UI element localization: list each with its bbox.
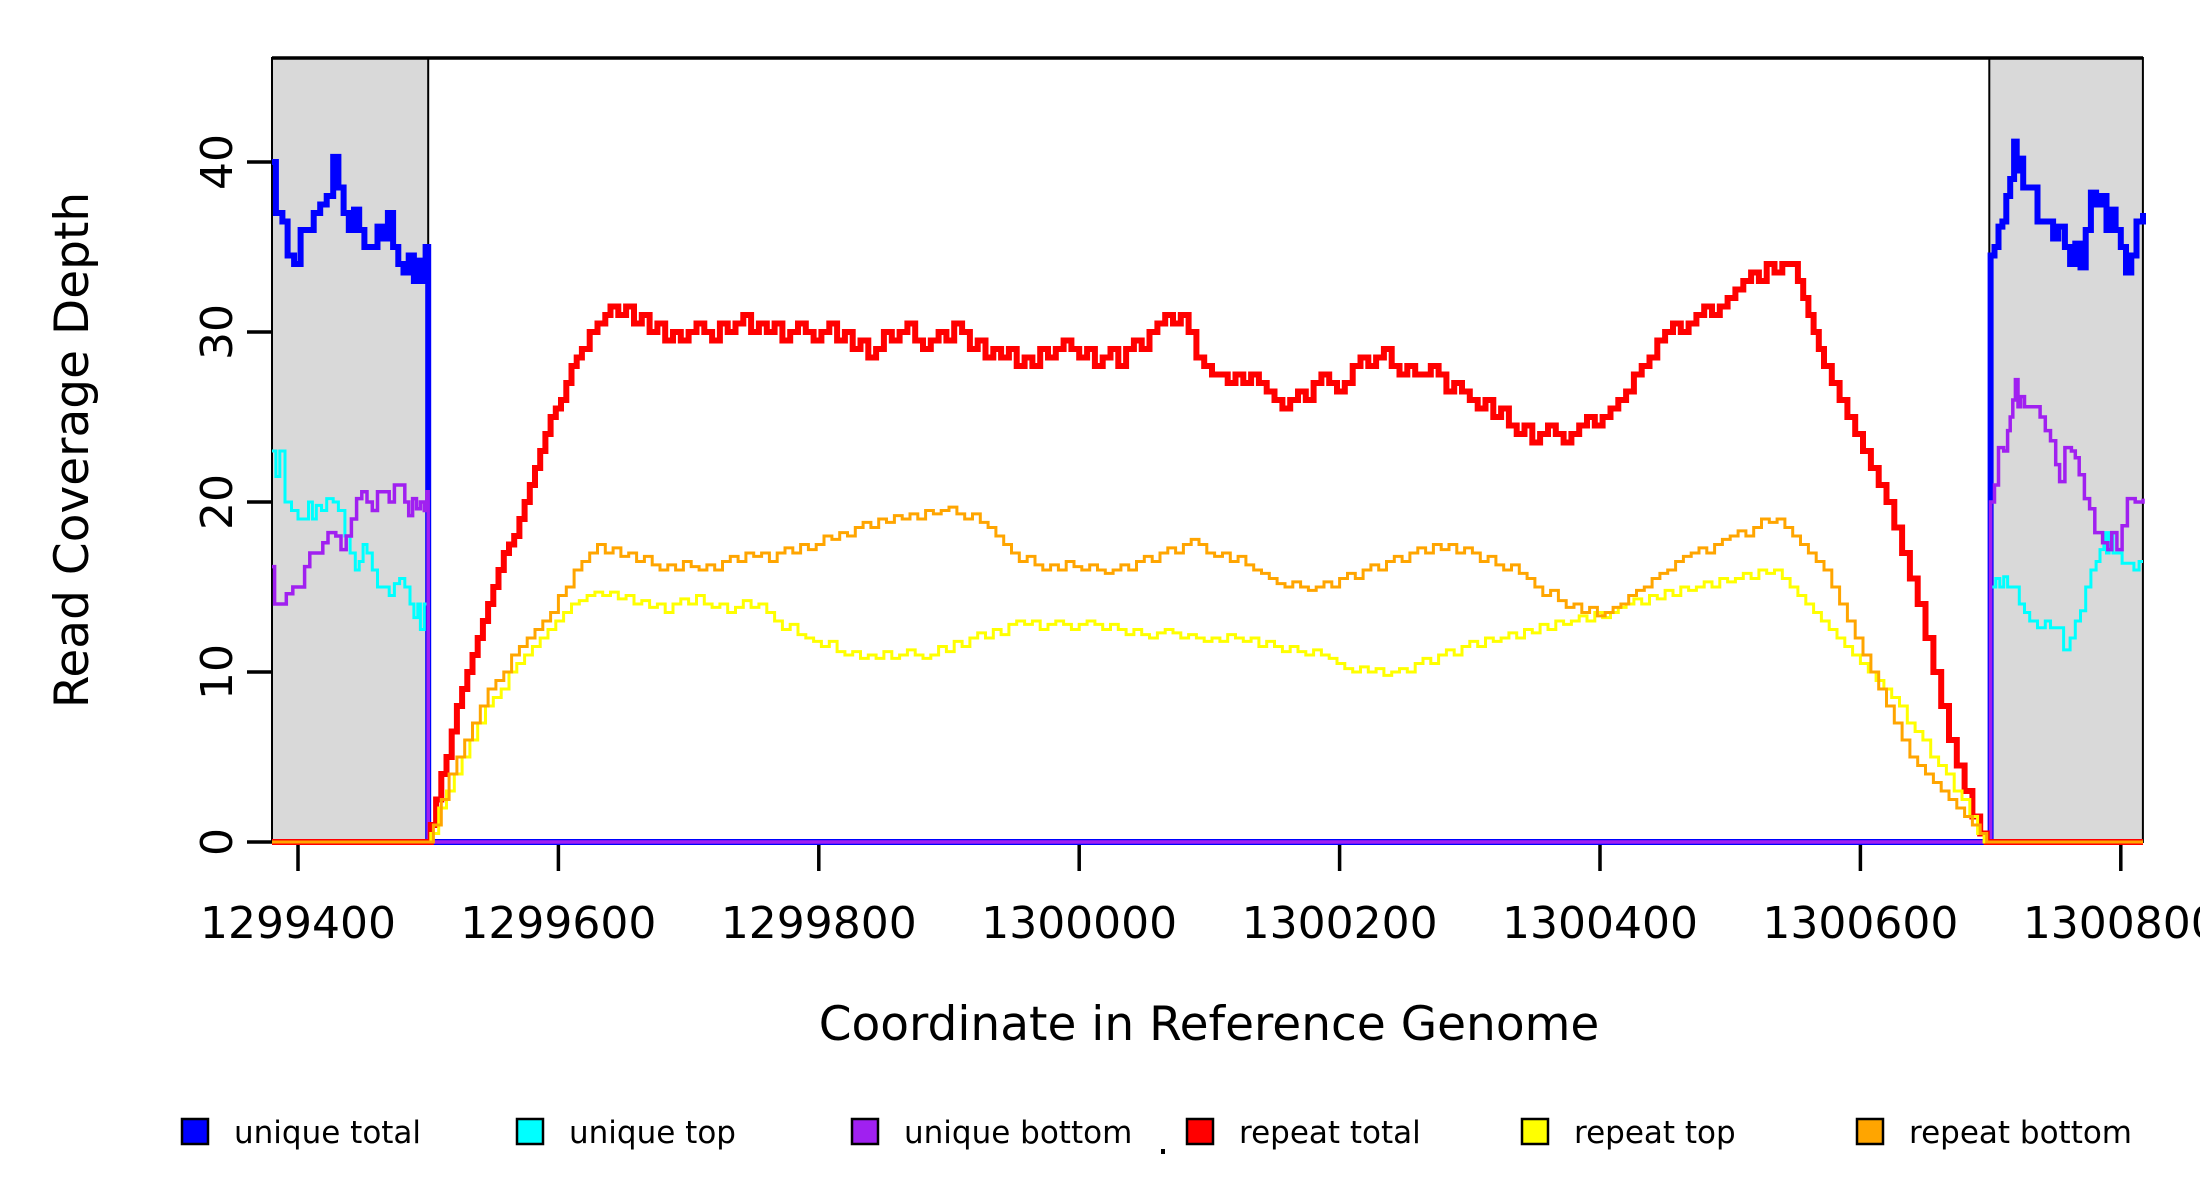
series-line-repeat-top [272,568,2143,844]
legend-label-unique-top: unique top [569,1115,736,1151]
legend-swatch-repeat-total [1185,1117,1215,1146]
x-tick-label-1300800: 1300800 [2023,898,2200,949]
x-tick-label-1299800: 1299800 [721,898,917,949]
x-axis-title: Coordinate in Reference Genome [819,997,1600,1052]
legend: unique total unique top unique bottom repea… [180,1115,2132,1151]
x-axis-ticks: 1299400 1299600 1299800 1300000 1300200 13004… [200,843,2200,949]
shaded-region-0 [271,57,430,843]
x-tick-label-1300200: 1300200 [1242,898,1438,949]
legend-swatch-unique-total [180,1117,210,1146]
series-lines [272,138,2146,845]
series-line-unique-bottom [272,377,2145,844]
legend-label-repeat-top: repeat top [1574,1115,1736,1151]
x-tick-label-1300400: 1300400 [1502,898,1698,949]
legend-swatch-repeat-bottom [1855,1117,1885,1146]
legend-swatch-repeat-top [1520,1117,1550,1146]
x-tick-label-1300000: 1300000 [981,898,1177,949]
y-tick-label-40: 40 [192,134,243,190]
stray-mark [1161,1149,1165,1154]
y-tick-label-30: 30 [192,304,243,360]
series-line-unique-top [272,449,2143,844]
x-tick-label-1299600: 1299600 [460,898,656,949]
legend-label-unique-bottom: unique bottom [904,1115,1132,1151]
y-tick-label-20: 20 [192,474,243,530]
legend-label-unique-total: unique total [234,1115,421,1151]
legend-swatch-unique-top [515,1117,545,1146]
y-axis-title: Read Coverage Depth [45,192,100,708]
x-tick-label-1300600: 1300600 [1762,898,1958,949]
y-tick-label-0: 0 [192,828,243,856]
shaded-regions [271,57,2144,843]
series-line-repeat-bottom [272,505,2143,844]
y-axis-ticks: 0 10 20 30 40 [192,134,272,856]
legend-label-repeat-bottom: repeat bottom [1909,1115,2132,1151]
legend-swatch-unique-bottom [850,1117,880,1146]
series-line-unique-total [272,138,2146,845]
legend-label-repeat-total: repeat total [1239,1115,1421,1151]
series-line-repeat-total [272,261,2143,845]
x-tick-label-1299400: 1299400 [200,898,396,949]
y-tick-label-10: 10 [192,644,243,700]
